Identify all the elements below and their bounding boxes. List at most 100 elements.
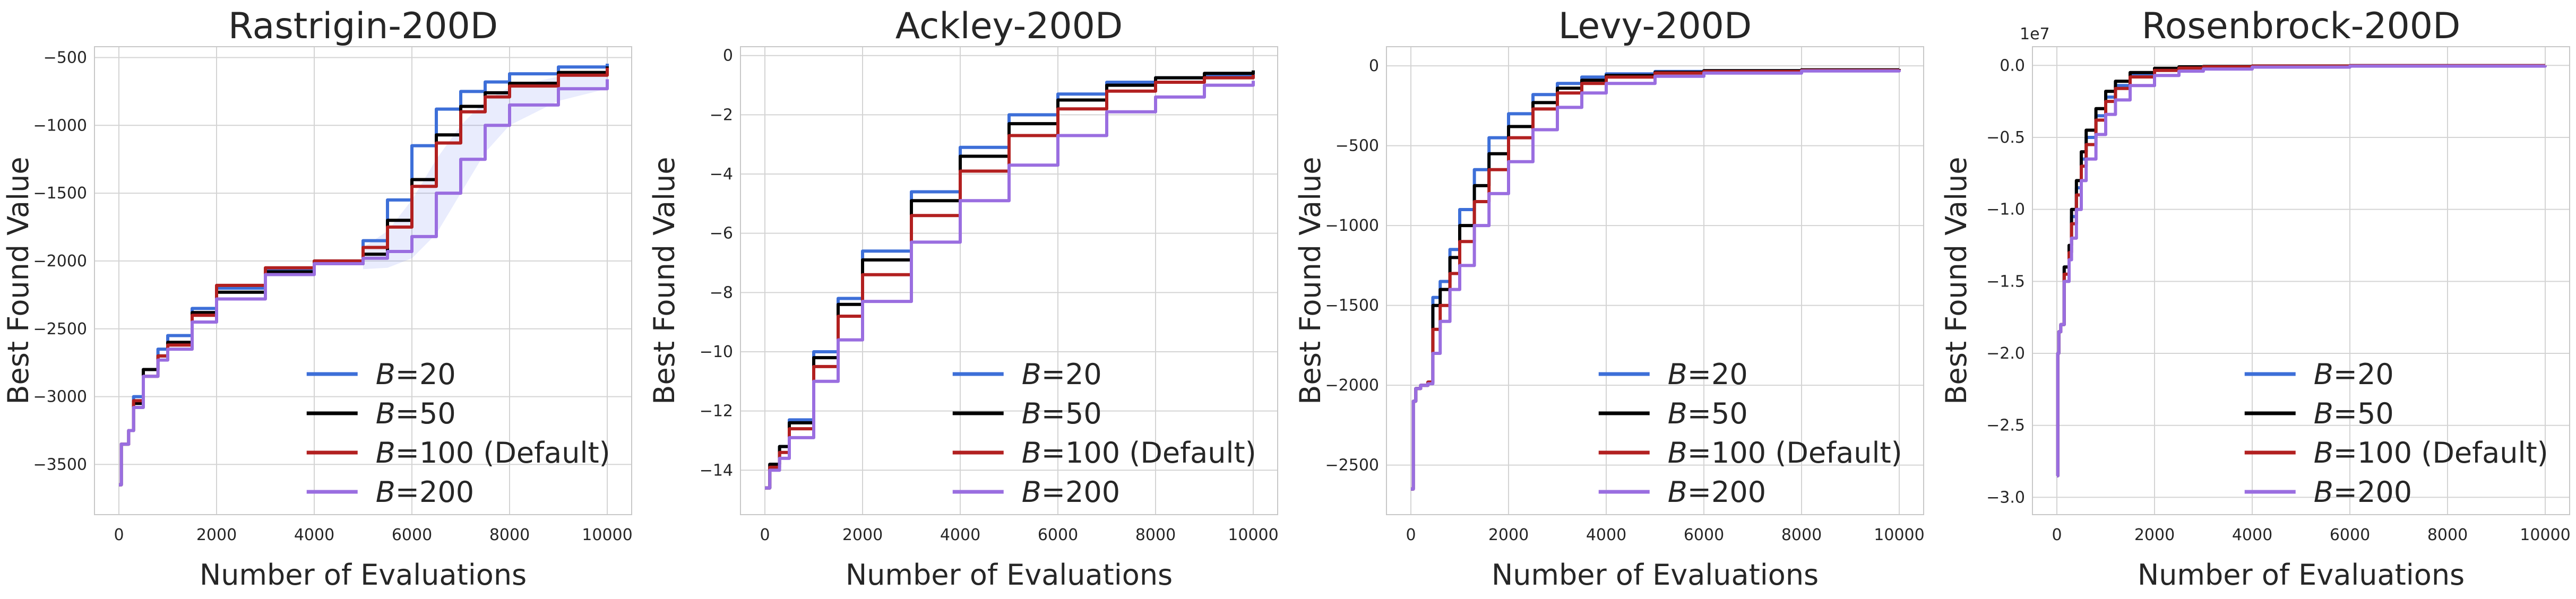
- legend-value: =20: [2333, 358, 2394, 391]
- x-axis-label: Number of Evaluations: [1492, 558, 1819, 592]
- series-line-B50: [765, 70, 1255, 490]
- x-axis-label: Number of Evaluations: [846, 558, 1173, 592]
- x-tick-label: 4000: [294, 526, 334, 544]
- y-tick-label: −14: [700, 461, 733, 480]
- legend-value: =100 (Default): [2333, 436, 2548, 470]
- legend-value: =100 (Default): [395, 436, 610, 470]
- series-line-B50: [2056, 64, 2547, 478]
- legend-label-B200: B=200: [2314, 475, 2412, 509]
- legend-variable: B: [1668, 397, 1687, 430]
- x-tick-label: 6000: [2330, 526, 2370, 544]
- series-line-B100: [765, 75, 1255, 490]
- x-tick-label: 8000: [1135, 526, 1176, 544]
- legend-label-B50: B=50: [2314, 397, 2394, 430]
- legend-value: =20: [395, 358, 456, 391]
- series-line-B200: [765, 81, 1255, 490]
- legend-label-B100: B=100 (Default): [376, 436, 610, 470]
- x-tick-label: 0: [760, 526, 770, 544]
- legend-value: =200: [1687, 475, 1766, 509]
- x-tick-label: 2000: [1488, 526, 1529, 544]
- legend-variable: B: [2314, 397, 2333, 430]
- legend-label-B200: B=200: [1668, 475, 1766, 509]
- x-tick-label: 6000: [1684, 526, 1724, 544]
- y-tick-label: −2000: [1325, 376, 1379, 395]
- plot-frame: [1386, 46, 1924, 515]
- x-tick-label: 0: [114, 526, 124, 544]
- chart-title: Rosenbrock-200D: [2142, 5, 2461, 47]
- y-tick-label: −1500: [33, 184, 87, 203]
- legend-value: =20: [1041, 358, 1102, 391]
- legend-label-B20: B=20: [1668, 358, 1748, 391]
- legend-variable: B: [376, 475, 395, 509]
- legend-label-B20: B=20: [1022, 358, 1102, 391]
- legend-variable: B: [1022, 358, 1041, 391]
- y-tick-label: −3.0: [1986, 488, 2025, 507]
- y-tick-label: −1.0: [1986, 201, 2025, 219]
- series-line-B20: [2056, 64, 2547, 478]
- y-tick-label: 0.0: [2000, 56, 2025, 75]
- x-tick-label: 6000: [1038, 526, 1078, 544]
- x-axis-label: Number of Evaluations: [2138, 558, 2465, 592]
- legend-label-B100: B=100 (Default): [2314, 436, 2548, 470]
- plot-frame: [2032, 46, 2570, 515]
- legend-variable: B: [2314, 475, 2333, 509]
- chart-panel-3: 0 2000 4000 6000 8000 10000 −2500 −2000 −1500 −10…: [1294, 5, 1925, 592]
- legend-label-B50: B=50: [376, 397, 456, 430]
- legend-variable: B: [1022, 475, 1041, 509]
- legend-label-B100: B=100 (Default): [1022, 436, 1256, 470]
- legend-value: =100 (Default): [1687, 436, 1902, 470]
- x-tick-label: 10000: [1228, 526, 1278, 544]
- legend-variable: B: [1022, 436, 1041, 470]
- y-tick-label: −12: [700, 402, 733, 421]
- series-line-B200: [2056, 64, 2547, 478]
- legend-label-B200: B=200: [1022, 475, 1120, 509]
- legend-value: =200: [2333, 475, 2412, 509]
- legend-variable: B: [2314, 358, 2333, 391]
- series-line-B100: [1411, 68, 1901, 491]
- series-line-B50: [1411, 68, 1901, 491]
- x-tick-label: 0: [1406, 526, 1416, 544]
- y-tick-label: −1.5: [1986, 272, 2025, 291]
- series-line-B20: [119, 64, 609, 487]
- y-tick-label: −3500: [33, 455, 87, 474]
- y-tick-label: −10: [700, 343, 733, 361]
- chart-panel-4: 0 2000 4000 6000 8000 10000 −3.0 −2.5 −2.0 −1.5 −1…: [1940, 5, 2571, 592]
- x-tick-label: 10000: [1874, 526, 1924, 544]
- x-tick-label: 8000: [1781, 526, 1822, 544]
- x-tick-label: 2000: [842, 526, 883, 544]
- chart-title: Rastrigin-200D: [228, 5, 498, 47]
- series-line-B50: [119, 66, 609, 487]
- series-line-B200: [1411, 69, 1901, 491]
- x-tick-label: 10000: [2520, 526, 2570, 544]
- legend-value: =50: [395, 397, 456, 430]
- legend: B=20B=50B=100 (Default)B=200: [306, 358, 610, 509]
- y-tick-label: −2.0: [1986, 344, 2025, 363]
- series-line-B100: [2056, 64, 2547, 478]
- legend-variable: B: [1668, 358, 1687, 391]
- x-tick-label: 4000: [1586, 526, 1626, 544]
- legend-variable: B: [376, 397, 395, 430]
- legend-label-B20: B=20: [376, 358, 456, 391]
- y-axis-label: Best Found Value: [2, 157, 35, 404]
- legend-value: =50: [2333, 397, 2394, 430]
- legend-label-B20: B=20: [2314, 358, 2394, 391]
- y-tick-label: −6: [710, 224, 733, 243]
- x-tick-label: 2000: [196, 526, 237, 544]
- y-tick-label: −2: [710, 106, 733, 124]
- legend-label-B50: B=50: [1022, 397, 1102, 430]
- legend-value: =200: [1041, 475, 1120, 509]
- x-tick-label: 8000: [489, 526, 530, 544]
- y-tick-label: −2000: [33, 252, 87, 271]
- legend-label-B50: B=50: [1668, 397, 1748, 430]
- legend: B=20B=50B=100 (Default)B=200: [952, 358, 1256, 509]
- y-tick-label: 0: [1369, 57, 1379, 75]
- x-tick-label: 2000: [2134, 526, 2175, 544]
- y-tick-label: −8: [710, 283, 733, 302]
- chart-panel-1: 0 2000 4000 6000 8000 10000 −3500 −3000 −2500 −20…: [2, 5, 633, 592]
- legend-variable: B: [376, 436, 395, 470]
- x-axis-label: Number of Evaluations: [200, 558, 527, 592]
- legend-variable: B: [376, 358, 395, 391]
- series-line-B20: [1411, 68, 1901, 491]
- plot-frame: [94, 46, 632, 515]
